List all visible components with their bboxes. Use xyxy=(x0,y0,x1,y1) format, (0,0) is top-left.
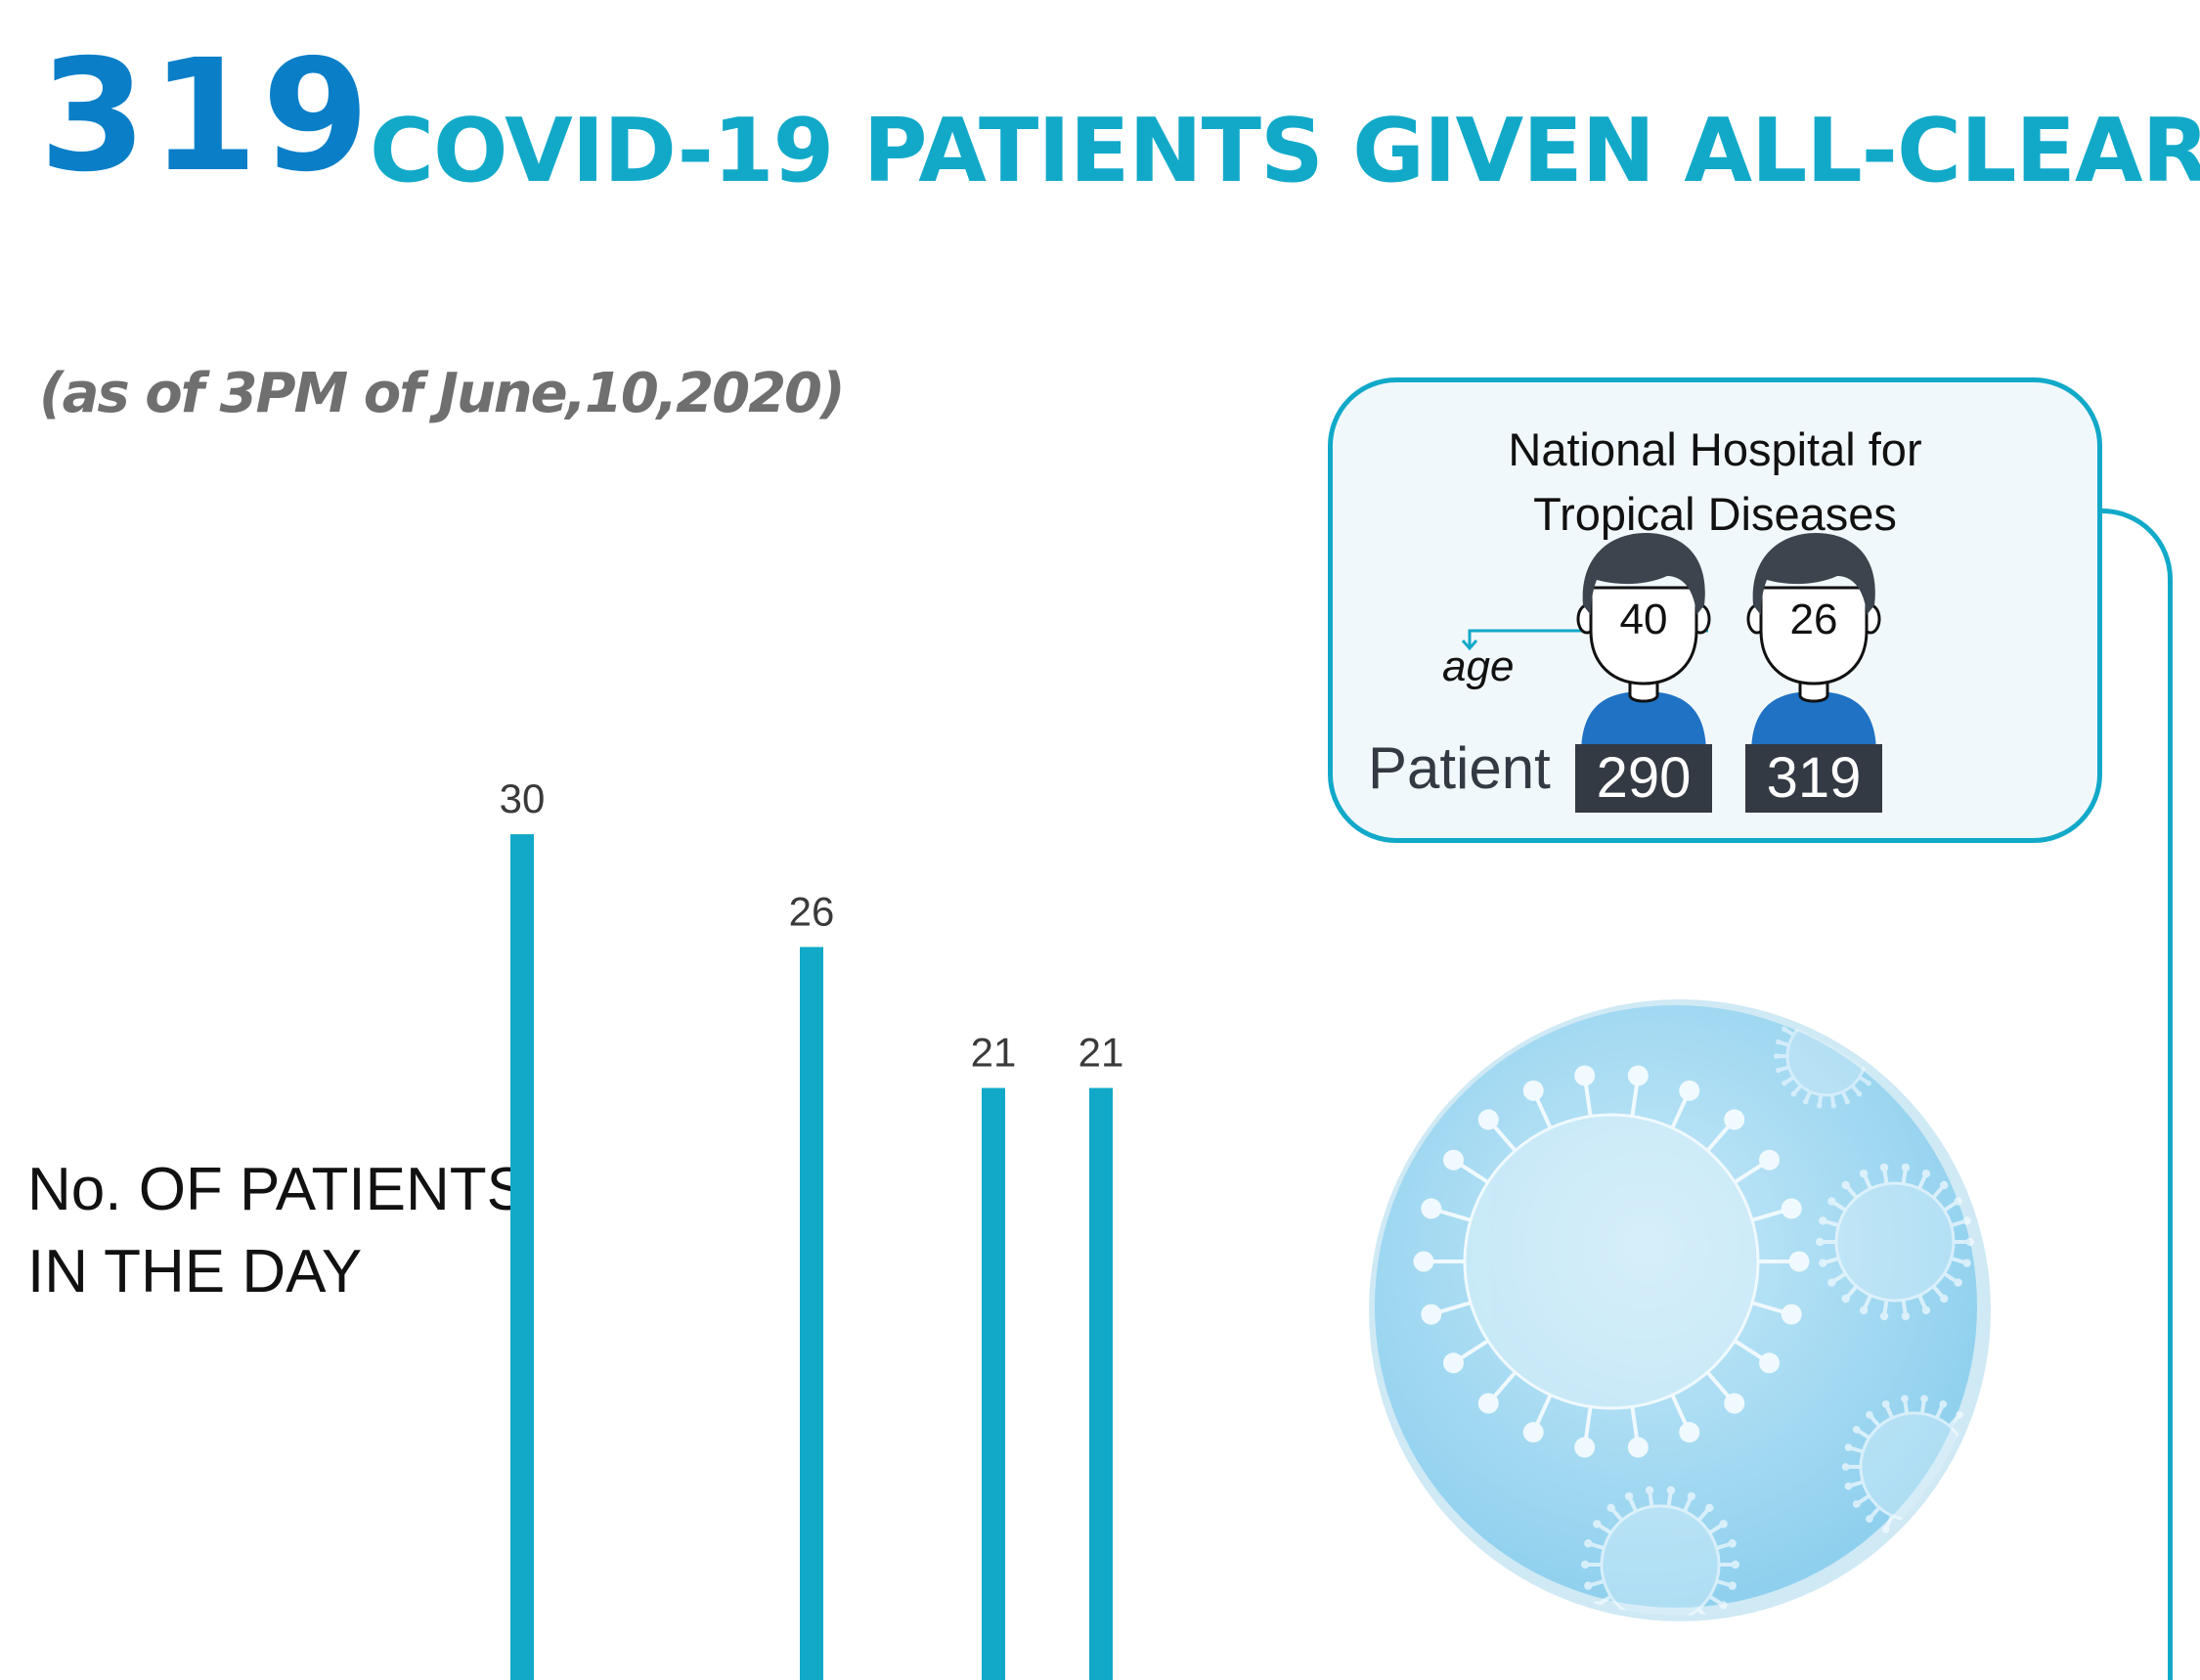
patient-number-badge: 290 xyxy=(1575,744,1712,813)
bar xyxy=(1089,1087,1113,1680)
bar-value-label: 26 xyxy=(789,888,835,934)
patient-number-badge: 319 xyxy=(1745,744,1882,813)
bar xyxy=(800,947,823,1680)
patient-figure: 26 319 xyxy=(1745,529,1882,813)
bar-value-label: 21 xyxy=(1078,1030,1124,1076)
male-patient-icon xyxy=(1746,533,1881,754)
patient-age: 26 xyxy=(1789,596,1838,643)
bar-value-label: 21 xyxy=(971,1030,1017,1076)
headline-number: 319 xyxy=(39,26,374,206)
coronavirus-icon xyxy=(1369,999,1991,1621)
hospital-name-line-1: National Hospital for xyxy=(1508,423,1922,475)
virus-particle xyxy=(1816,1163,1974,1321)
bar xyxy=(982,1087,1005,1680)
y-axis-label-line-1: No. OF PATIENTS xyxy=(27,1156,527,1223)
patient-figure: 40 290 xyxy=(1575,529,1712,813)
hospital-name: National Hospital for Tropical Diseases xyxy=(1333,418,2097,547)
hospital-card: National Hospital for Tropical Diseases … xyxy=(1328,377,2102,843)
bar-chart: 30 26 21 21 xyxy=(500,775,1124,1680)
patient-label: Patient xyxy=(1368,735,1551,801)
patient-age: 40 xyxy=(1619,596,1668,643)
bar-value-label: 30 xyxy=(500,775,546,821)
y-axis-label: No. OF PATIENTS IN THE DAY xyxy=(27,1149,527,1313)
timestamp: (as of 3PM of June,10,2020) xyxy=(39,362,846,425)
age-label: age xyxy=(1442,642,1515,690)
y-axis-label-line-2: IN THE DAY xyxy=(27,1238,363,1305)
bar xyxy=(510,834,534,1680)
hospital-name-line-2: Tropical Diseases xyxy=(1533,488,1897,540)
headline-title: COVID-19 PATIENTS GIVEN ALL-CLEAR xyxy=(370,100,2200,202)
male-patient-icon xyxy=(1576,533,1711,754)
virus-particle xyxy=(1413,1065,1810,1458)
card-connector-line xyxy=(2102,508,2173,1680)
